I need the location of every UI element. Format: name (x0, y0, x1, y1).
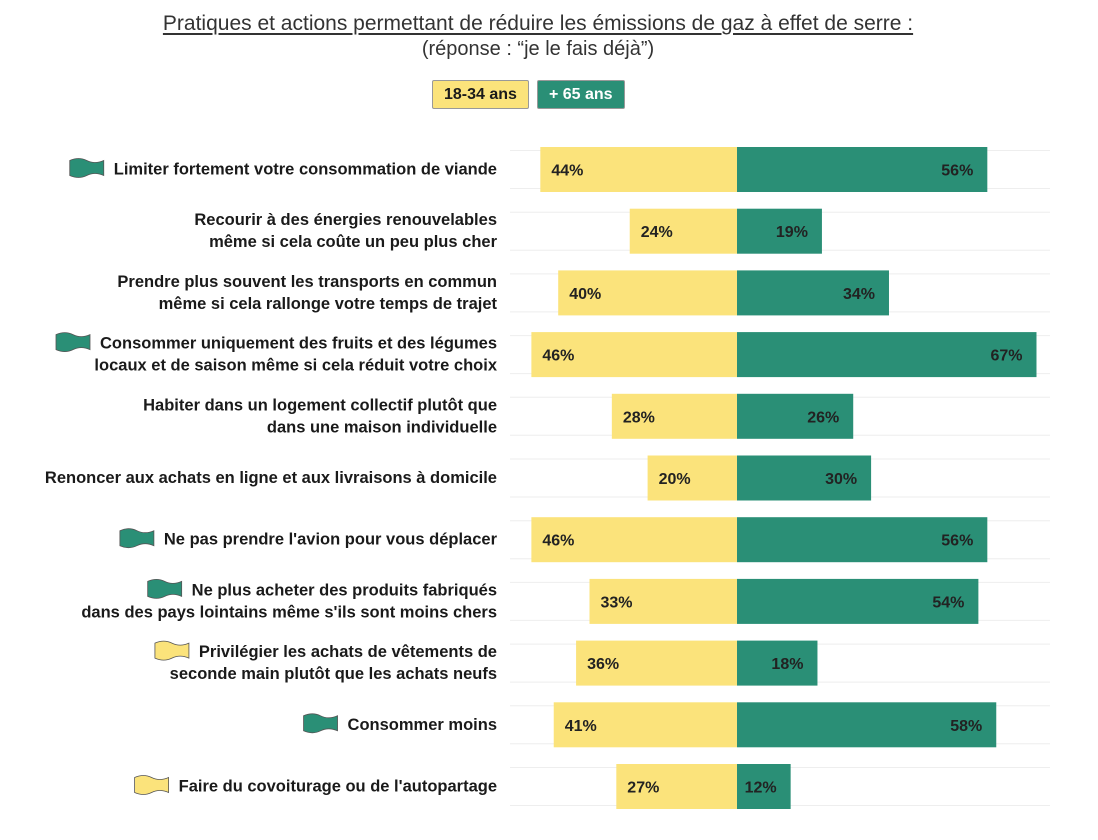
value-label-65-plus: 30% (825, 471, 857, 488)
bar-65-plus (737, 640, 818, 686)
bar-18-34 (531, 332, 737, 378)
category-label: Faire du covoiturage ou de l'autopartage (179, 778, 497, 796)
value-label-65-plus: 18% (771, 656, 803, 673)
value-label-65-plus: 26% (807, 409, 839, 426)
bar-65-plus (737, 393, 854, 439)
green-flag-icon (147, 579, 183, 599)
category-label: dans des pays lointains même s'ils sont … (81, 603, 497, 621)
legend-18-34: 18-34 ans (432, 80, 529, 109)
bar-18-34 (611, 393, 737, 439)
bar-65-plus (737, 208, 822, 254)
value-label-18-34: 36% (587, 656, 619, 673)
value-label-18-34: 46% (542, 533, 574, 550)
value-label-18-34: 20% (659, 471, 691, 488)
category-label: Consommer moins (348, 716, 497, 734)
bar-18-34 (629, 208, 737, 254)
category-label: dans une maison individuelle (267, 418, 497, 436)
bar-18-34 (540, 147, 737, 192)
bar-65-plus (737, 517, 988, 563)
bar-65-plus (737, 702, 997, 748)
bar-18-34 (616, 764, 737, 809)
value-label-65-plus: 34% (843, 286, 875, 303)
category-label: Privilégier les achats de vêtements de (199, 643, 497, 661)
category-label: Habiter dans un logement collectif plutô… (143, 396, 497, 414)
value-label-18-34: 33% (600, 594, 632, 611)
yellow-flag-icon (154, 640, 190, 661)
bar-18-34 (553, 702, 737, 748)
category-label: même si cela rallonge votre temps de tra… (159, 295, 498, 313)
legend-65-plus: + 65 ans (536, 80, 625, 109)
value-label-18-34: 27% (627, 780, 659, 797)
value-label-65-plus: 56% (941, 533, 973, 550)
category-label: locaux et de saison même si cela réduit … (94, 357, 497, 375)
category-label: Renoncer aux achats en ligne et aux livr… (45, 469, 497, 487)
category-label: Ne pas prendre l'avion pour vous déplace… (164, 531, 498, 549)
green-flag-icon (303, 713, 338, 734)
green-flag-icon (69, 158, 105, 178)
bar-18-34 (589, 578, 737, 624)
category-label: Ne plus acheter des produits fabriqués (192, 581, 497, 599)
bar-65-plus (737, 270, 889, 316)
bar-65-plus (737, 764, 791, 809)
value-label-18-34: 41% (565, 718, 597, 735)
value-label-65-plus: 67% (990, 348, 1022, 365)
bar-18-34 (576, 640, 737, 686)
green-flag-icon (119, 528, 155, 549)
bar-18-34 (531, 517, 737, 563)
category-label: Limiter fortement votre consommation de … (114, 161, 497, 179)
chart-subtitle: (réponse : “je le fais déjà”) (421, 38, 655, 60)
value-label-65-plus: 56% (941, 163, 973, 180)
bar-65-plus (737, 332, 1037, 378)
green-flag-icon (55, 332, 91, 352)
bar-65-plus (737, 455, 872, 501)
bar-65-plus (737, 578, 979, 624)
category-label: même si cela coûte un peu plus cher (209, 233, 498, 251)
category-label: Consommer uniquement des fruits et des l… (100, 335, 497, 353)
category-label: Recourir à des énergies renouvelables (194, 211, 497, 229)
value-label-65-plus: 19% (776, 224, 808, 241)
value-label-18-34: 46% (542, 348, 574, 365)
value-label-65-plus: 54% (932, 594, 964, 611)
value-label-18-34: 40% (569, 286, 601, 303)
category-label: Prendre plus souvent les transports en c… (117, 273, 497, 291)
category-label: seconde main plutôt que les achats neufs (170, 665, 497, 683)
yellow-flag-icon (134, 775, 170, 795)
value-label-18-34: 24% (641, 224, 673, 241)
value-label-18-34: 44% (551, 163, 583, 180)
bar-65-plus (737, 147, 988, 192)
chart-title: Pratiques et actions permettant de rédui… (162, 12, 914, 35)
bar-18-34 (647, 455, 737, 501)
value-label-18-34: 28% (623, 409, 655, 426)
value-label-65-plus: 58% (950, 718, 982, 735)
value-label-65-plus: 12% (745, 780, 777, 797)
legend: 18-34 ans + 65 ans (432, 80, 625, 109)
bar-18-34 (558, 270, 737, 316)
